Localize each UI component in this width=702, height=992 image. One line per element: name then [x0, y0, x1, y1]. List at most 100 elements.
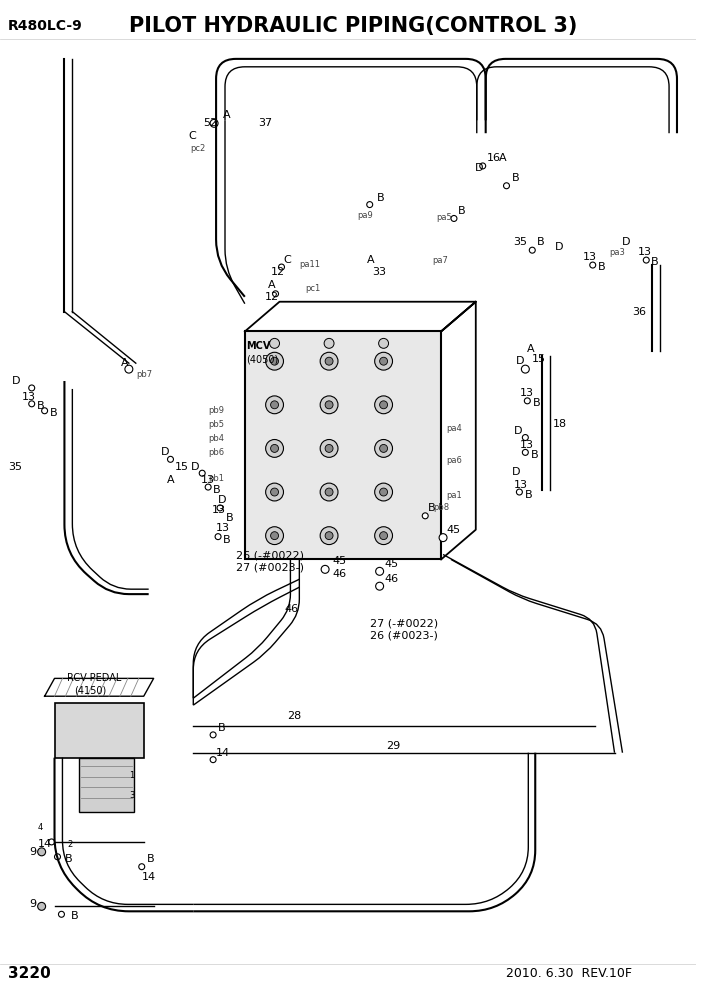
- Circle shape: [320, 396, 338, 414]
- Circle shape: [375, 352, 392, 370]
- Text: B: B: [65, 854, 72, 864]
- Text: pa9: pa9: [357, 211, 373, 220]
- Text: B: B: [72, 912, 79, 922]
- Text: 13: 13: [201, 475, 216, 485]
- Text: B: B: [597, 262, 605, 272]
- Text: 13: 13: [22, 392, 36, 402]
- Circle shape: [270, 488, 279, 496]
- Text: pa4: pa4: [446, 425, 462, 434]
- Text: B: B: [534, 398, 541, 408]
- Text: D: D: [475, 163, 483, 173]
- Text: B: B: [512, 173, 519, 183]
- Text: pb4: pb4: [208, 434, 224, 443]
- Circle shape: [522, 434, 529, 440]
- Text: D: D: [621, 237, 630, 247]
- Circle shape: [270, 401, 279, 409]
- Text: 35: 35: [513, 237, 527, 247]
- Text: 26 (#0023-): 26 (#0023-): [370, 631, 437, 641]
- Text: B: B: [377, 192, 384, 202]
- Circle shape: [325, 357, 333, 365]
- Text: MCV: MCV: [246, 341, 270, 351]
- Circle shape: [205, 484, 211, 490]
- Text: 29: 29: [387, 741, 401, 751]
- Text: pc2: pc2: [190, 144, 206, 153]
- Circle shape: [41, 408, 48, 414]
- Text: B: B: [213, 485, 220, 495]
- Circle shape: [325, 401, 333, 409]
- Text: B: B: [147, 854, 154, 864]
- Text: 14: 14: [216, 748, 230, 758]
- Text: B: B: [226, 513, 234, 523]
- Circle shape: [320, 527, 338, 545]
- Circle shape: [375, 439, 392, 457]
- Text: 46: 46: [385, 574, 399, 584]
- Text: 14: 14: [142, 872, 156, 882]
- Text: 46: 46: [284, 604, 298, 614]
- Circle shape: [125, 365, 133, 373]
- Text: 33: 33: [371, 267, 385, 277]
- Text: pa7: pa7: [432, 256, 448, 265]
- Circle shape: [524, 398, 530, 404]
- Circle shape: [210, 732, 216, 738]
- Text: 14: 14: [38, 839, 52, 849]
- Circle shape: [270, 444, 279, 452]
- Text: 13: 13: [583, 252, 597, 262]
- Text: pa6: pa6: [446, 455, 462, 465]
- Circle shape: [380, 357, 388, 365]
- Text: B: B: [428, 503, 436, 513]
- Circle shape: [590, 262, 596, 268]
- Circle shape: [375, 396, 392, 414]
- Text: 26 (-#0022): 26 (-#0022): [236, 551, 304, 560]
- Text: 9: 9: [29, 847, 37, 857]
- Circle shape: [376, 582, 383, 590]
- Circle shape: [270, 338, 279, 348]
- Circle shape: [422, 513, 428, 519]
- Text: pb8: pb8: [433, 503, 449, 513]
- Text: A: A: [366, 255, 374, 265]
- Text: B: B: [531, 450, 539, 460]
- Circle shape: [139, 864, 145, 870]
- Text: 13: 13: [519, 440, 534, 450]
- Circle shape: [29, 385, 34, 391]
- Circle shape: [378, 338, 388, 348]
- Bar: [79, 758, 134, 812]
- Text: D: D: [161, 447, 169, 457]
- Text: B: B: [223, 535, 231, 545]
- Circle shape: [270, 532, 279, 540]
- Text: C: C: [284, 255, 291, 265]
- Text: 15: 15: [175, 462, 188, 472]
- Text: pb7: pb7: [135, 370, 152, 379]
- Text: RCV-PEDAL: RCV-PEDAL: [67, 674, 121, 683]
- Circle shape: [376, 567, 383, 575]
- Text: 13: 13: [216, 523, 230, 533]
- Text: 13: 13: [519, 388, 534, 398]
- Text: 16: 16: [486, 153, 501, 163]
- Text: B: B: [651, 257, 659, 267]
- Text: 18: 18: [553, 419, 567, 429]
- Circle shape: [58, 912, 65, 918]
- Circle shape: [325, 532, 333, 540]
- Text: pb1: pb1: [208, 473, 224, 483]
- Text: 37: 37: [258, 118, 272, 128]
- Circle shape: [529, 247, 535, 253]
- Text: 9: 9: [29, 900, 37, 910]
- Circle shape: [320, 483, 338, 501]
- Text: 3: 3: [129, 791, 134, 800]
- Text: 12: 12: [265, 292, 279, 302]
- Circle shape: [366, 201, 373, 207]
- Text: pa1: pa1: [446, 490, 462, 500]
- Text: 15: 15: [532, 354, 546, 364]
- Circle shape: [270, 357, 279, 365]
- Text: pb5: pb5: [208, 421, 224, 430]
- Text: A: A: [223, 110, 231, 120]
- Text: 13: 13: [513, 480, 527, 490]
- Circle shape: [451, 215, 457, 221]
- Circle shape: [439, 534, 447, 542]
- Text: D: D: [12, 376, 20, 386]
- Text: 3220: 3220: [8, 966, 51, 981]
- Circle shape: [38, 903, 46, 911]
- Text: A: A: [166, 475, 174, 485]
- Text: 2010. 6.30  REV.10F: 2010. 6.30 REV.10F: [505, 967, 632, 980]
- Text: 4: 4: [38, 822, 43, 831]
- Circle shape: [522, 365, 529, 373]
